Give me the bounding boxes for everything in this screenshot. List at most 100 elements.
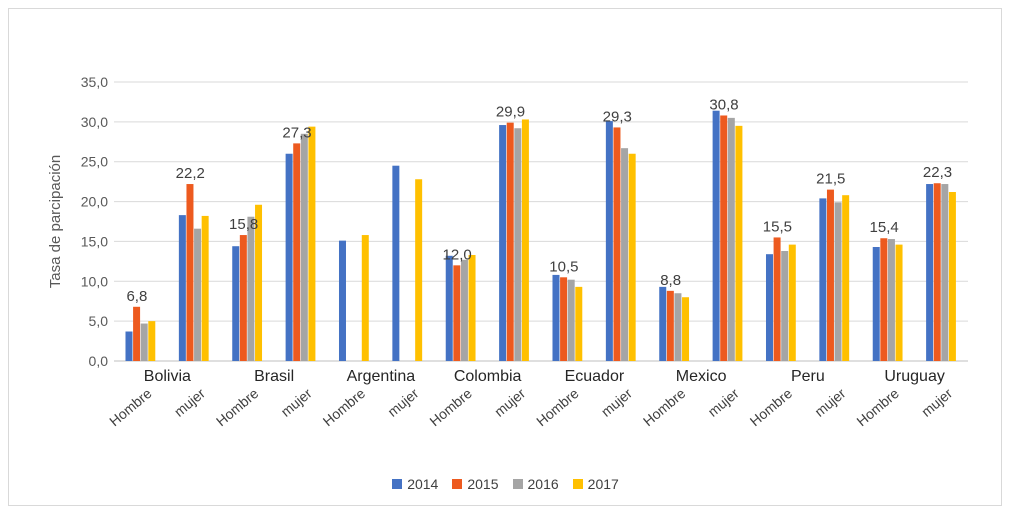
- category-label: mujer: [705, 385, 742, 420]
- y-tick-label: 25,0: [81, 154, 108, 170]
- bar-2015: [826, 189, 834, 361]
- bar-2014: [338, 240, 346, 361]
- bar-2014: [872, 247, 880, 361]
- country-label: Bolivia: [144, 368, 191, 385]
- bar-2015: [666, 290, 674, 361]
- y-tick-label: 35,0: [81, 74, 108, 90]
- legend-swatch: [572, 479, 583, 489]
- bar-2016: [781, 250, 789, 361]
- legend-swatch: [392, 479, 403, 489]
- bar-2015: [880, 238, 888, 361]
- bar-2017: [308, 126, 316, 361]
- category-label: Hombre: [213, 385, 262, 429]
- y-tick-label: 10,0: [81, 273, 108, 289]
- y-tick-label: 30,0: [81, 114, 108, 130]
- legend-item-2016: 2016: [512, 476, 559, 492]
- legend-swatch: [452, 479, 463, 489]
- bar-2017: [948, 192, 956, 361]
- country-label: Peru: [791, 368, 825, 385]
- bar-2016: [460, 259, 468, 361]
- category-label: mujer: [171, 385, 208, 420]
- country-label: Brasil: [254, 368, 294, 385]
- bar-2017: [361, 235, 369, 361]
- bar-2017: [842, 195, 850, 361]
- legend-item-2015: 2015: [452, 476, 499, 492]
- category-label: Hombre: [533, 385, 582, 429]
- category-label: mujer: [491, 385, 528, 420]
- data-label: 29,9: [496, 104, 525, 121]
- y-tick-label: 5,0: [89, 313, 109, 329]
- bar-2017: [682, 297, 690, 361]
- bar-2016: [514, 128, 522, 361]
- bar-2017: [415, 179, 423, 361]
- bar-2014: [178, 215, 186, 361]
- data-label: 15,5: [763, 218, 792, 235]
- bar-2015: [720, 115, 728, 361]
- bar-2016: [674, 293, 682, 361]
- category-label: mujer: [811, 385, 848, 420]
- bar-2017: [628, 153, 636, 361]
- bar-2017: [148, 321, 156, 361]
- legend-swatch: [512, 479, 523, 489]
- bar-2015: [453, 265, 461, 361]
- data-label: 22,2: [176, 165, 205, 182]
- data-label: 27,3: [282, 124, 311, 141]
- country-label: Mexico: [676, 368, 727, 385]
- bar-2017: [575, 286, 583, 361]
- bar-2016: [194, 228, 202, 361]
- bar-2014: [232, 246, 240, 361]
- bar-2014: [552, 274, 560, 361]
- data-label: 30,8: [709, 96, 738, 113]
- data-label: 10,5: [549, 258, 578, 275]
- legend-label: 2016: [527, 476, 559, 492]
- bar-2017: [735, 125, 743, 361]
- bar-2014: [285, 153, 293, 361]
- category-label: mujer: [384, 385, 421, 420]
- bar-2015: [613, 127, 621, 362]
- legend-label: 2015: [467, 476, 499, 492]
- bar-2016: [247, 216, 255, 361]
- bar-2016: [727, 117, 735, 361]
- data-label: 15,4: [870, 219, 899, 236]
- data-label: 21,5: [816, 171, 845, 188]
- bar-2017: [468, 254, 476, 361]
- data-label: 29,3: [603, 108, 632, 125]
- bar-2016: [941, 184, 949, 361]
- data-label: 6,8: [126, 288, 147, 305]
- bar-2014: [659, 286, 667, 361]
- bar-2015: [933, 183, 941, 361]
- bar-2014: [392, 165, 400, 361]
- bar-2015: [186, 184, 194, 361]
- data-label: 15,8: [229, 216, 258, 233]
- bar-2014: [605, 121, 613, 361]
- legend-item-2017: 2017: [572, 476, 619, 492]
- bar-2014: [765, 254, 773, 361]
- bar-2016: [140, 323, 148, 361]
- bar-2016: [300, 133, 308, 361]
- bar-2014: [125, 331, 133, 361]
- y-tick-label: 20,0: [81, 194, 108, 210]
- bar-2017: [255, 204, 263, 361]
- category-label: mujer: [278, 385, 315, 420]
- country-label: Ecuador: [565, 368, 625, 385]
- data-label: 22,3: [923, 164, 952, 181]
- country-label: Colombia: [454, 368, 522, 385]
- bar-2015: [560, 277, 568, 361]
- bar-2017: [788, 244, 796, 361]
- category-label: Hombre: [426, 385, 475, 429]
- y-axis-label: Tasa de parcipación: [47, 155, 64, 288]
- data-label: 12,0: [443, 246, 472, 263]
- bar-2015: [239, 235, 247, 361]
- bar-2017: [521, 119, 529, 361]
- bar-2014: [445, 255, 453, 361]
- bar-2017: [201, 215, 209, 361]
- bar-2015: [293, 143, 301, 361]
- data-label: 8,8: [660, 272, 681, 289]
- category-label: mujer: [598, 385, 635, 420]
- bar-2014: [819, 198, 827, 361]
- country-label: Uruguay: [884, 368, 944, 385]
- bar-2014: [499, 125, 507, 361]
- bar-2015: [133, 306, 141, 361]
- category-label: Hombre: [106, 385, 155, 429]
